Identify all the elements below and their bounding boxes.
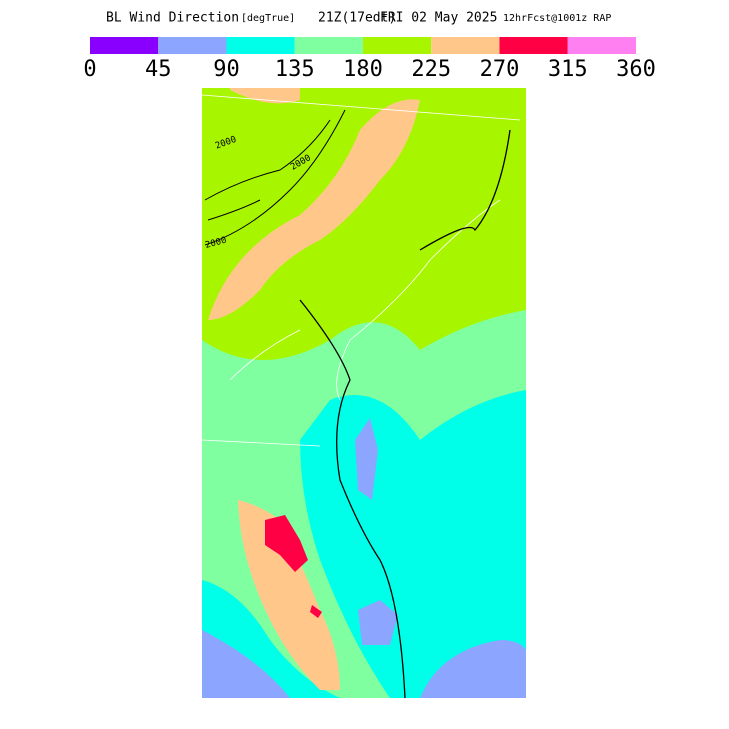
units: [degTrue]: [241, 13, 295, 24]
run: 12hrFcst@1001z RAP: [503, 13, 611, 24]
colorbar-tick-label: 90: [213, 57, 240, 82]
colorbar-tick-label: 0: [83, 57, 96, 82]
date: FRI 02 May 2025: [380, 11, 497, 26]
colorbar-swatch: [431, 37, 500, 54]
valid-time: 21Z(17edt): [318, 11, 396, 26]
colorbar-tick-label: 135: [275, 57, 315, 82]
title: BL Wind Direction: [106, 11, 239, 26]
field-red: [265, 515, 308, 572]
colorbar-tick-label: 315: [548, 57, 588, 82]
colorbar-swatch: [158, 37, 227, 54]
field-blue-center: [355, 418, 378, 500]
zero-contour: [299, 129, 511, 699]
field-tan-top: [230, 88, 300, 104]
colorbar-swatch: [363, 37, 432, 54]
height-contours: [204, 109, 346, 246]
colorbar-tick-label: 45: [145, 57, 172, 82]
colorbar-swatch: [567, 37, 636, 54]
colorbar-tick-label: 270: [480, 57, 520, 82]
colorbar-tick-label: 360: [616, 57, 656, 82]
colorbar-tick-label: 225: [411, 57, 451, 82]
header: BL Wind Direction [degTrue] 21Z(17edt) F…: [106, 11, 611, 26]
field-tan-south: [238, 500, 340, 690]
colorbar-swatch: [294, 37, 363, 54]
colorbar-swatch: [90, 37, 159, 54]
colorbar: 0 45 90 135 180 225 270 315 360: [83, 37, 656, 82]
field-blue-south: [358, 600, 398, 645]
colorbar-swatch: [499, 37, 568, 54]
colorbar-tick-label: 180: [343, 57, 383, 82]
borders: [201, 94, 521, 447]
colorbar-swatch: [226, 37, 295, 54]
field-cyan: [300, 390, 526, 698]
field-red-small: [310, 605, 322, 618]
map: 2000 2000 2000: [201, 88, 526, 699]
field-blue-se: [420, 640, 526, 698]
field-tan-north: [208, 99, 420, 320]
field-blue-sw: [202, 630, 290, 698]
